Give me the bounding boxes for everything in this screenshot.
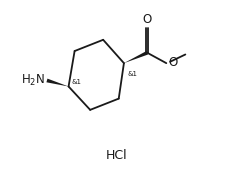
Text: &1: &1 <box>72 79 82 85</box>
Polygon shape <box>46 79 69 86</box>
Polygon shape <box>124 51 148 63</box>
Text: HCl: HCl <box>106 149 128 162</box>
Text: O: O <box>168 56 178 69</box>
Text: O: O <box>143 13 152 26</box>
Text: H$_2$N: H$_2$N <box>21 73 46 88</box>
Text: &1: &1 <box>128 71 138 77</box>
